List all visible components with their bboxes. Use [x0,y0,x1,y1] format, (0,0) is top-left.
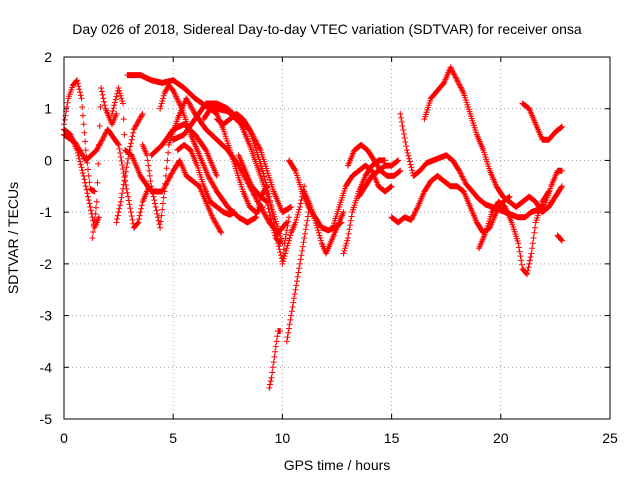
x-tick-label: 25 [602,430,618,446]
series-arc-14 [213,110,292,265]
data-points [61,64,565,391]
point-markers [519,100,565,143]
y-tick-label: -5 [40,411,53,427]
x-axis-label: GPS time / hours [284,457,391,473]
x-tick-label: 15 [384,430,400,446]
y-tick-label: -2 [40,256,53,272]
point-markers [421,64,565,216]
point-markers [157,82,271,226]
y-tick-label: 1 [44,101,52,117]
series-arc-5 [109,85,225,236]
series-arc-23 [344,141,404,179]
series-arc-27 [421,64,565,216]
series-arc-30 [541,167,565,210]
y-tick-label: 2 [44,49,52,65]
point-markers [283,209,312,345]
point-markers [329,162,395,231]
point-markers [554,232,565,244]
point-markers [174,141,238,218]
point-markers [213,110,292,265]
point-markers [476,188,552,278]
series-arc-3 [61,126,153,231]
series-arc-13 [200,105,266,216]
series-arc-31 [554,232,565,244]
x-tick-labels: 0 5 10 15 20 25 [60,430,618,446]
chart-title: Day 026 of 2018, Sidereal Day-to-day VTE… [72,21,582,37]
y-tick-labels: -5 -4 -3 -2 -1 0 1 2 [40,49,53,427]
y-tick-label: -1 [40,204,53,220]
point-markers [301,188,347,257]
point-markers [61,126,153,231]
point-markers [266,328,284,391]
series-arc-16 [266,328,284,391]
axis-ticks [63,56,611,420]
y-tick-label: -3 [40,308,53,324]
point-markers [355,157,402,200]
point-markers [89,85,120,241]
x-tick-label: 20 [493,430,509,446]
x-tick-label: 0 [60,430,68,446]
point-markers [235,152,284,247]
y-tick-label: -4 [40,359,53,375]
series-arc-28 [476,188,552,278]
point-markers [109,85,225,236]
y-axis-label: SDTVAR / TECUs [5,182,21,294]
series-arc-20 [301,188,347,257]
point-markers [541,167,565,210]
grid-lines [64,57,610,419]
series-arc-18 [283,209,312,345]
plot-frame [63,56,611,420]
x-tick-label: 5 [169,430,177,446]
series-arc-21 [329,162,395,231]
series-arc-15 [235,152,284,247]
series-arc-9 [157,82,271,226]
series-arc-4 [89,85,120,241]
series-arc-29 [519,100,565,143]
x-tick-label: 10 [275,430,291,446]
point-markers [344,141,404,179]
y-tick-label: 0 [44,152,52,168]
series-arc-24 [355,157,402,200]
series-arc-6 [113,110,146,226]
point-markers [200,105,266,216]
point-markers [113,110,146,226]
series-arc-12 [174,141,238,218]
